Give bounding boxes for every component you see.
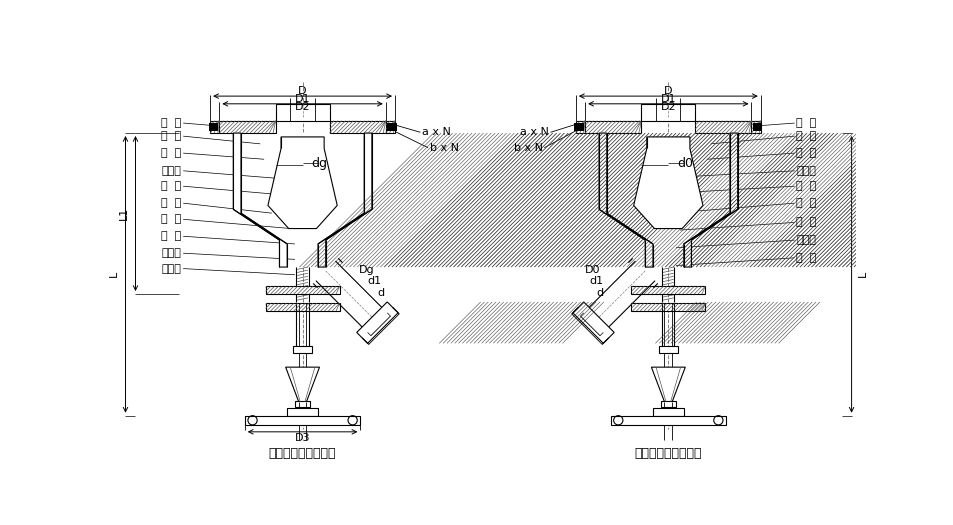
Bar	[659, 345, 677, 353]
Bar	[631, 303, 704, 311]
Polygon shape	[317, 133, 372, 267]
Text: d: d	[376, 288, 384, 298]
Bar	[387, 123, 396, 131]
Text: b x N: b x N	[429, 143, 458, 153]
Polygon shape	[598, 133, 652, 267]
Polygon shape	[572, 302, 614, 343]
Bar	[210, 121, 219, 133]
Text: L: L	[110, 271, 119, 278]
Text: 孔  板: 孔 板	[796, 118, 816, 128]
Text: 大手轮: 大手轮	[796, 235, 815, 245]
Text: 阀  芯: 阀 芯	[161, 131, 181, 141]
Text: D0: D0	[584, 265, 599, 275]
Text: d: d	[596, 288, 603, 298]
Text: 孔  板: 孔 板	[161, 118, 181, 128]
Text: D: D	[663, 87, 672, 97]
Text: 下展示放料阀结构图: 下展示放料阀结构图	[634, 447, 701, 460]
Bar	[610, 416, 725, 425]
Bar	[695, 121, 751, 133]
Polygon shape	[233, 133, 287, 267]
Text: D2: D2	[659, 102, 676, 112]
Text: b x N: b x N	[514, 143, 542, 153]
Text: D3: D3	[294, 433, 310, 443]
Text: 密封圈: 密封圈	[162, 166, 181, 176]
Text: d0: d0	[677, 156, 693, 170]
Text: L: L	[857, 271, 867, 278]
Polygon shape	[268, 137, 336, 228]
Text: 阀  芯: 阀 芯	[796, 131, 816, 141]
Text: L1: L1	[119, 207, 130, 220]
Text: D: D	[298, 87, 307, 97]
Bar	[652, 408, 683, 416]
Text: 密封圈: 密封圈	[796, 166, 815, 176]
Bar	[751, 121, 760, 133]
Bar	[219, 121, 275, 133]
Bar	[265, 303, 339, 311]
Text: d1: d1	[589, 276, 602, 286]
Text: D1: D1	[294, 94, 310, 104]
Bar	[293, 345, 312, 353]
Polygon shape	[683, 133, 737, 267]
Bar	[294, 401, 310, 407]
Bar	[209, 123, 217, 131]
Polygon shape	[633, 137, 702, 228]
Bar	[287, 408, 317, 416]
Bar	[265, 286, 339, 294]
Text: 支  架: 支 架	[161, 198, 181, 208]
Bar	[576, 121, 584, 133]
Text: D1: D1	[659, 94, 676, 104]
Text: 压  盖: 压 盖	[796, 181, 816, 191]
Text: 上展示放料阀结构图: 上展示放料阀结构图	[269, 447, 336, 460]
Text: D2: D2	[294, 102, 310, 112]
Text: 小手轮: 小手轮	[162, 264, 181, 274]
Bar	[631, 286, 704, 294]
Text: 压  盖: 压 盖	[161, 181, 181, 191]
Bar	[275, 104, 329, 121]
Bar	[659, 401, 676, 407]
Bar	[385, 121, 395, 133]
Text: 螺  杆: 螺 杆	[796, 217, 816, 227]
Polygon shape	[241, 133, 364, 267]
Text: Dg: Dg	[358, 265, 375, 275]
Text: 丝  杆: 丝 杆	[796, 253, 816, 263]
Bar	[584, 121, 640, 133]
Polygon shape	[606, 133, 729, 267]
Bar	[752, 123, 761, 131]
Text: 阀  杆: 阀 杆	[161, 231, 181, 242]
Text: 阀  体: 阀 体	[161, 148, 181, 158]
Text: 阀  体: 阀 体	[796, 148, 816, 158]
Text: a x N: a x N	[421, 127, 451, 138]
Bar	[574, 123, 583, 131]
Bar	[329, 121, 385, 133]
Polygon shape	[356, 302, 397, 343]
Text: 丝  杆: 丝 杆	[161, 214, 181, 224]
Text: 支  架: 支 架	[796, 198, 816, 208]
Text: d1: d1	[367, 276, 381, 286]
Text: dg: dg	[312, 156, 327, 170]
Text: a x N: a x N	[519, 127, 548, 138]
Text: 大手轮: 大手轮	[162, 248, 181, 258]
Polygon shape	[285, 367, 319, 402]
Bar	[640, 104, 695, 121]
Polygon shape	[651, 367, 684, 402]
Bar	[245, 416, 360, 425]
